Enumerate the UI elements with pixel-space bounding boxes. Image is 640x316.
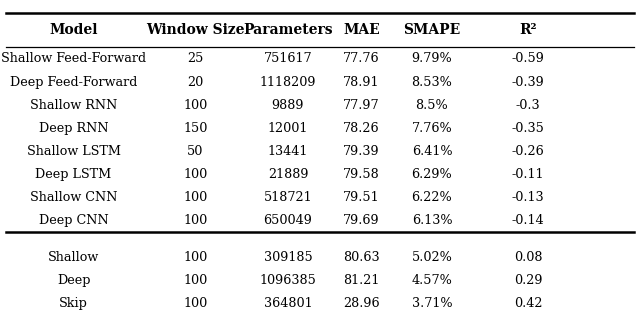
Text: Shallow: Shallow bbox=[48, 251, 99, 264]
Text: 309185: 309185 bbox=[264, 251, 312, 264]
Text: 1118209: 1118209 bbox=[260, 76, 316, 88]
Text: 77.76: 77.76 bbox=[343, 52, 380, 65]
Text: 7.76%: 7.76% bbox=[412, 122, 452, 135]
Text: 8.5%: 8.5% bbox=[415, 99, 449, 112]
Text: -0.39: -0.39 bbox=[511, 76, 545, 88]
Text: 751617: 751617 bbox=[264, 52, 312, 65]
Text: 79.69: 79.69 bbox=[343, 214, 380, 227]
Text: -0.13: -0.13 bbox=[512, 191, 544, 204]
Text: 100: 100 bbox=[183, 191, 207, 204]
Text: 8.53%: 8.53% bbox=[412, 76, 452, 88]
Text: 28.96: 28.96 bbox=[343, 297, 380, 310]
Text: 78.91: 78.91 bbox=[343, 76, 380, 88]
Text: 79.51: 79.51 bbox=[343, 191, 380, 204]
Text: 1096385: 1096385 bbox=[260, 274, 316, 287]
Text: 0.29: 0.29 bbox=[514, 274, 542, 287]
Text: 25: 25 bbox=[187, 52, 204, 65]
Text: SMAPE: SMAPE bbox=[403, 23, 461, 37]
Text: 81.21: 81.21 bbox=[344, 274, 380, 287]
Text: Deep CNN: Deep CNN bbox=[39, 214, 108, 227]
Text: 9889: 9889 bbox=[272, 99, 304, 112]
Text: 100: 100 bbox=[183, 214, 207, 227]
Text: Deep: Deep bbox=[57, 274, 90, 287]
Text: -0.35: -0.35 bbox=[511, 122, 545, 135]
Text: 78.26: 78.26 bbox=[343, 122, 380, 135]
Text: Shallow LSTM: Shallow LSTM bbox=[27, 145, 120, 158]
Text: 21889: 21889 bbox=[268, 168, 308, 181]
Text: Shallow RNN: Shallow RNN bbox=[30, 99, 117, 112]
Text: 77.97: 77.97 bbox=[343, 99, 380, 112]
Text: -0.26: -0.26 bbox=[511, 145, 545, 158]
Text: Skip: Skip bbox=[59, 297, 88, 310]
Text: 100: 100 bbox=[183, 168, 207, 181]
Text: 6.41%: 6.41% bbox=[412, 145, 452, 158]
Text: 6.13%: 6.13% bbox=[412, 214, 452, 227]
Text: 79.58: 79.58 bbox=[343, 168, 380, 181]
Text: Parameters: Parameters bbox=[243, 23, 333, 37]
Text: MAE: MAE bbox=[343, 23, 380, 37]
Text: 5.02%: 5.02% bbox=[412, 251, 452, 264]
Text: R²: R² bbox=[519, 23, 537, 37]
Text: 150: 150 bbox=[183, 122, 207, 135]
Text: 100: 100 bbox=[183, 99, 207, 112]
Text: 0.08: 0.08 bbox=[514, 251, 542, 264]
Text: Deep Feed-Forward: Deep Feed-Forward bbox=[10, 76, 138, 88]
Text: 20: 20 bbox=[187, 76, 204, 88]
Text: 100: 100 bbox=[183, 251, 207, 264]
Text: 12001: 12001 bbox=[268, 122, 308, 135]
Text: 13441: 13441 bbox=[268, 145, 308, 158]
Text: 80.63: 80.63 bbox=[343, 251, 380, 264]
Text: 364801: 364801 bbox=[264, 297, 312, 310]
Text: -0.59: -0.59 bbox=[511, 52, 545, 65]
Text: Window Size: Window Size bbox=[146, 23, 244, 37]
Text: 50: 50 bbox=[187, 145, 204, 158]
Text: -0.11: -0.11 bbox=[512, 168, 544, 181]
Text: Shallow Feed-Forward: Shallow Feed-Forward bbox=[1, 52, 146, 65]
Text: Deep LSTM: Deep LSTM bbox=[35, 168, 112, 181]
Text: 4.57%: 4.57% bbox=[412, 274, 452, 287]
Text: 650049: 650049 bbox=[264, 214, 312, 227]
Text: 6.29%: 6.29% bbox=[412, 168, 452, 181]
Text: 79.39: 79.39 bbox=[343, 145, 380, 158]
Text: 100: 100 bbox=[183, 274, 207, 287]
Text: 100: 100 bbox=[183, 297, 207, 310]
Text: 6.22%: 6.22% bbox=[412, 191, 452, 204]
Text: -0.14: -0.14 bbox=[512, 214, 544, 227]
Text: Model: Model bbox=[49, 23, 98, 37]
Text: 0.42: 0.42 bbox=[514, 297, 542, 310]
Text: 518721: 518721 bbox=[264, 191, 312, 204]
Text: 9.79%: 9.79% bbox=[412, 52, 452, 65]
Text: Deep RNN: Deep RNN bbox=[39, 122, 108, 135]
Text: 3.71%: 3.71% bbox=[412, 297, 452, 310]
Text: Shallow CNN: Shallow CNN bbox=[30, 191, 117, 204]
Text: -0.3: -0.3 bbox=[516, 99, 540, 112]
